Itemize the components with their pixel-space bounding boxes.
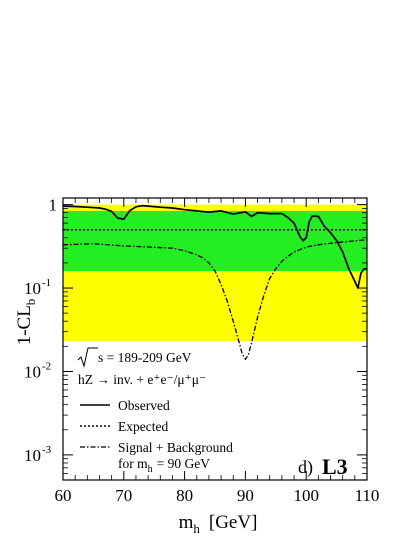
legend-mass-prefix: for m (118, 456, 148, 471)
legend-expected-label: Expected (118, 419, 168, 434)
curves (63, 204, 367, 360)
legend-energy: s = 189-209 GeV (98, 350, 192, 365)
legend: s = 189-209 GeV hZ → inv. + e⁺e⁻/μ⁺μ⁻ Ob… (77, 347, 233, 475)
y-tick-label: 10 (24, 446, 41, 465)
series-observed (63, 204, 367, 289)
x-axis-title-unit: [GeV] (209, 512, 258, 533)
x-axis-title-sub: h (193, 521, 200, 536)
legend-mass-sub: h (148, 464, 153, 475)
y-tick-label: 10 (24, 279, 41, 298)
y-tick-exponent: -2 (42, 360, 51, 372)
panel-label: d) (298, 457, 313, 478)
x-tick-label: 70 (115, 486, 132, 505)
y-tick-exponent: -3 (42, 444, 52, 456)
x-axis: 60 70 80 90 100 110 (55, 198, 380, 505)
series-signal-background (63, 239, 367, 360)
band-one-sigma (63, 210, 367, 272)
x-tick-label: 60 (55, 486, 72, 505)
x-tick-label: 110 (355, 486, 380, 505)
y-tick-exponent: -1 (42, 277, 51, 289)
plot-frame (62, 197, 368, 481)
y-axis: 110-110-210-3 (24, 196, 367, 481)
legend-mass-note: for mh = 90 GeV (118, 456, 210, 475)
sqrt-symbol (77, 347, 98, 368)
y-axis-title-sub: b (23, 299, 38, 306)
legend-signal-label: Signal + Background (118, 440, 233, 455)
svg-text:1-CLb: 1-CLb (14, 299, 38, 346)
x-axis-title: mh [GeV] (179, 512, 258, 536)
legend-mass-suffix: = 90 GeV (157, 456, 211, 471)
y-tick-label: 10 (24, 362, 41, 381)
x-tick-label: 100 (293, 486, 319, 505)
y-tick-label: 1 (49, 196, 58, 215)
experiment-logo: L3 (322, 454, 348, 479)
x-tick-label: 80 (176, 486, 193, 505)
legend-observed-label: Observed (118, 398, 170, 413)
y-axis-title-main: 1-CL (14, 305, 35, 345)
sigma-bands (63, 204, 367, 342)
x-tick-label: 90 (237, 486, 254, 505)
y-axis-title: 1-CLb (14, 299, 38, 346)
x-axis-title-main: m (179, 512, 194, 533)
legend-process: hZ → inv. + e⁺e⁻/μ⁺μ⁻ (78, 372, 206, 387)
